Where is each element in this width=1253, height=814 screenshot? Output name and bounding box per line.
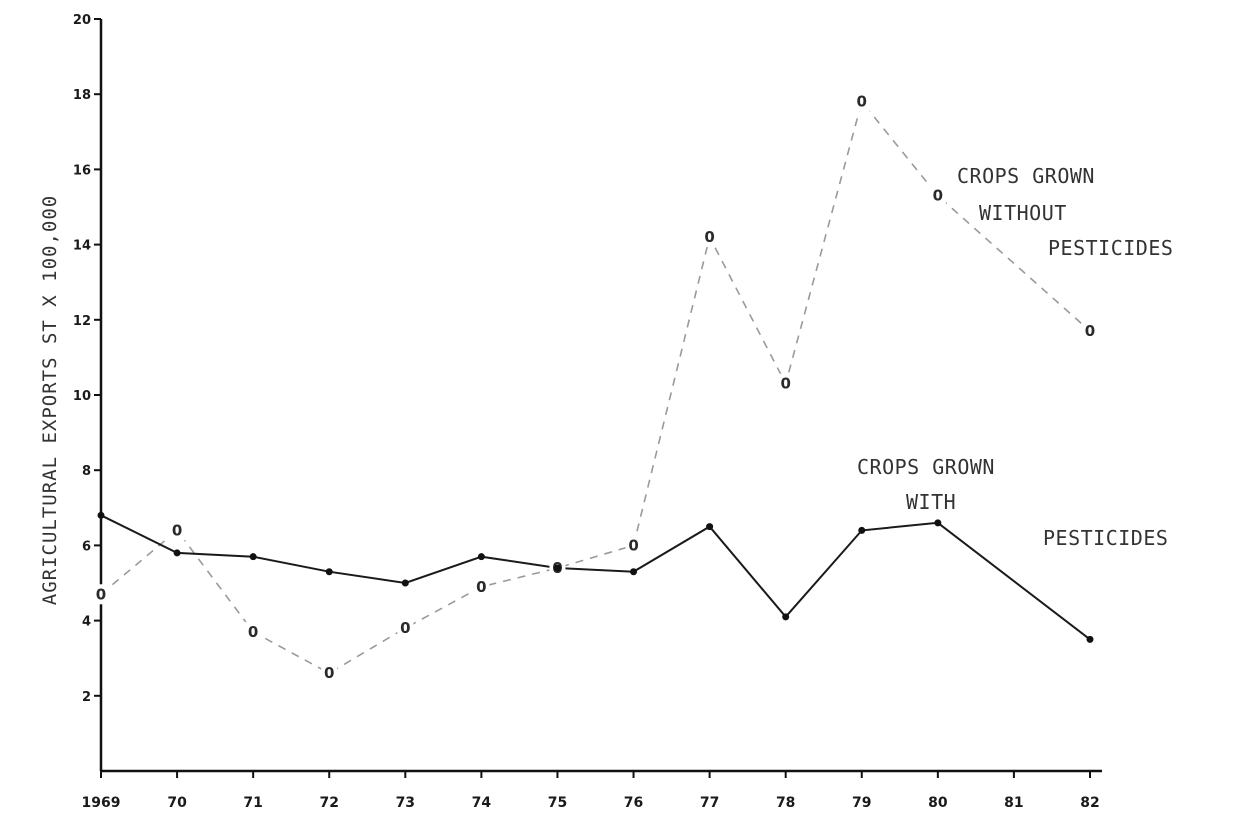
series-annotation-line: PESTICIDES	[1043, 526, 1168, 550]
x-tick-label: 73	[396, 795, 415, 811]
series-annotation-line: CROPS GROWN	[957, 164, 1095, 188]
marker-background	[473, 576, 490, 597]
marker-with-pesticides	[325, 568, 333, 576]
series-line-with-pesticides	[100, 514, 1091, 641]
y-tick-label: 12	[73, 314, 91, 329]
marker-background	[93, 584, 109, 605]
marker-with-pesticides	[477, 553, 485, 561]
marker-background	[853, 91, 870, 112]
marker-with-pesticides	[553, 564, 561, 572]
y-tick-label: 8	[82, 464, 91, 479]
marker-background	[701, 227, 718, 248]
marker-background	[1082, 321, 1098, 342]
marker-with-pesticides	[97, 511, 105, 519]
x-tick-label: 76	[624, 795, 643, 811]
marker-background	[245, 621, 262, 642]
marker-without-pesticides: 0	[628, 536, 638, 554]
x-tick-label: 74	[472, 795, 492, 811]
marker-without-pesticides: 0	[704, 228, 714, 246]
marker-with-pesticides	[1086, 635, 1094, 643]
marker-without-pesticides: 0	[324, 664, 334, 682]
y-axis-label: AGRICULTURAL EXPORTS ST X 100,000	[39, 195, 61, 606]
x-tick-label: 75	[548, 795, 567, 811]
marker-background	[625, 535, 642, 556]
y-tick-label: 18	[73, 88, 91, 103]
y-tick-label: 4	[82, 615, 91, 630]
marker-background	[321, 663, 338, 684]
y-tick-label: 6	[82, 539, 91, 554]
marker-without-pesticides: 0	[248, 623, 258, 641]
x-tick-label: 79	[852, 795, 871, 811]
x-tick-label: 70	[167, 795, 187, 811]
y-tick-label: 16	[73, 163, 91, 178]
x-tick-label: 81	[1004, 795, 1023, 811]
marker-with-pesticides	[706, 523, 714, 531]
x-tick-label: 77	[700, 795, 719, 811]
marker-with-pesticides	[401, 579, 409, 587]
marker-without-pesticides: 0	[476, 578, 486, 596]
marker-background	[777, 373, 794, 394]
marker-without-pesticides: 0	[96, 585, 106, 603]
y-tick-label: 14	[73, 239, 91, 254]
x-tick-label: 71	[243, 795, 262, 811]
marker-with-pesticides	[249, 553, 257, 561]
marker-without-pesticides: 0	[172, 521, 182, 539]
marker-with-pesticides	[934, 519, 942, 527]
series-annotation-line: WITHOUT	[979, 201, 1067, 225]
x-tick-label: 82	[1080, 795, 1099, 811]
series-annotation-line: WITH	[906, 490, 956, 514]
series-annotation-line: PESTICIDES	[1048, 236, 1173, 260]
x-tick-label: 1969	[82, 795, 121, 811]
marker-with-pesticides	[782, 613, 790, 621]
series-annotations: CROPS GROWN WITHOUT PESTICIDES CROPS GROWN W…	[857, 164, 1173, 550]
axes	[99, 19, 1102, 773]
marker-with-pesticides	[858, 526, 866, 534]
x-tick-label: 72	[319, 795, 338, 811]
marker-background	[929, 185, 946, 206]
y-tick-label: 2	[82, 690, 91, 705]
x-tick-label: 78	[776, 795, 795, 811]
marker-with-pesticides	[173, 549, 181, 557]
marker-without-pesticides: 0	[1085, 322, 1095, 340]
marker-without-pesticides: 0	[780, 375, 790, 393]
x-tick-label: 80	[928, 795, 948, 811]
series-markers: 0000000000000	[93, 91, 1098, 684]
marker-background	[397, 618, 414, 639]
y-tick-label: 10	[73, 389, 91, 404]
marker-without-pesticides: 0	[400, 619, 410, 637]
marker-background	[169, 520, 186, 541]
marker-without-pesticides: 0	[857, 93, 867, 111]
marker-without-pesticides: 0	[933, 187, 943, 205]
y-tick-label: 20	[73, 13, 91, 28]
marker-with-pesticides	[630, 568, 638, 576]
series-annotation-line: CROPS GROWN	[857, 455, 995, 479]
